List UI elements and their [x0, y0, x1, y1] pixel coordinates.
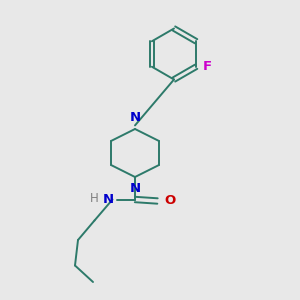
Text: N: N [103, 193, 114, 206]
Text: N: N [129, 112, 141, 124]
Text: N: N [129, 182, 141, 194]
Text: H: H [90, 191, 99, 205]
Text: O: O [164, 194, 175, 208]
Text: F: F [203, 60, 212, 73]
